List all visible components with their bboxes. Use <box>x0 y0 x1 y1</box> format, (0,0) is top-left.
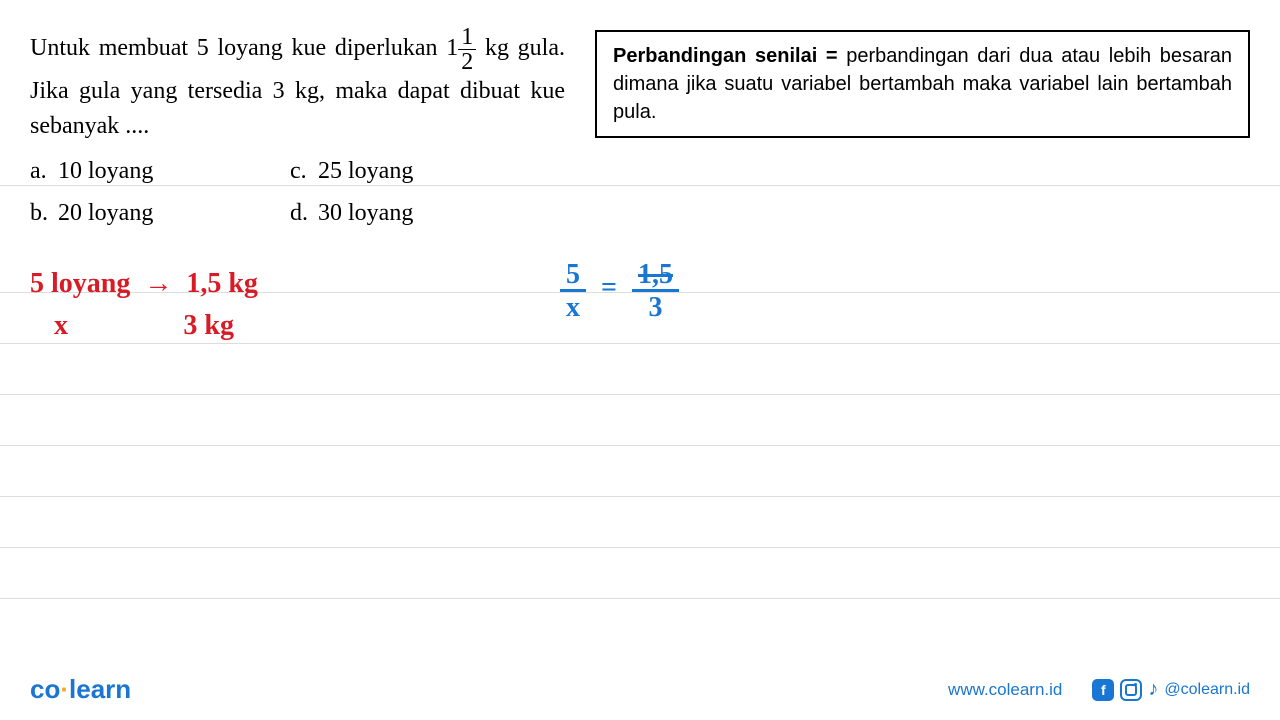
social-handle: @colearn.id <box>1164 681 1250 699</box>
q-part1: Untuk membuat 5 loyang kue diperlukan <box>30 35 446 61</box>
info-title: Perbandingan senilai = <box>613 45 846 67</box>
tiktok-icon: ♪ <box>1148 678 1158 701</box>
instagram-icon <box>1120 679 1142 701</box>
footer-url: www.colearn.id <box>948 680 1062 700</box>
facebook-icon: f <box>1092 679 1114 701</box>
logo: co·learn <box>30 674 131 705</box>
blue-frac-right: 1,5 3 <box>632 261 679 322</box>
logo-learn: learn <box>69 674 131 704</box>
handwriting-red: 5 loyang → 1,5 kg x 3 kg <box>30 263 258 347</box>
logo-dot: · <box>60 674 69 704</box>
logo-co: co <box>30 674 60 704</box>
fraction: 12 <box>458 25 476 74</box>
social-icons: f ♪ @colearn.id <box>1092 678 1250 701</box>
ruled-background <box>0 165 1280 599</box>
frac-whole: 1 <box>446 35 458 61</box>
handwriting-blue: 5 x = 1,5 3 <box>560 261 679 322</box>
blue-frac-left: 5 x <box>560 261 586 322</box>
frac-num: 1 <box>458 25 476 50</box>
info-box: Perbandingan senilai = perbandingan dari… <box>595 30 1250 138</box>
frac-den: 2 <box>458 50 476 74</box>
footer: co·learn www.colearn.id f ♪ @colearn.id <box>0 674 1280 705</box>
